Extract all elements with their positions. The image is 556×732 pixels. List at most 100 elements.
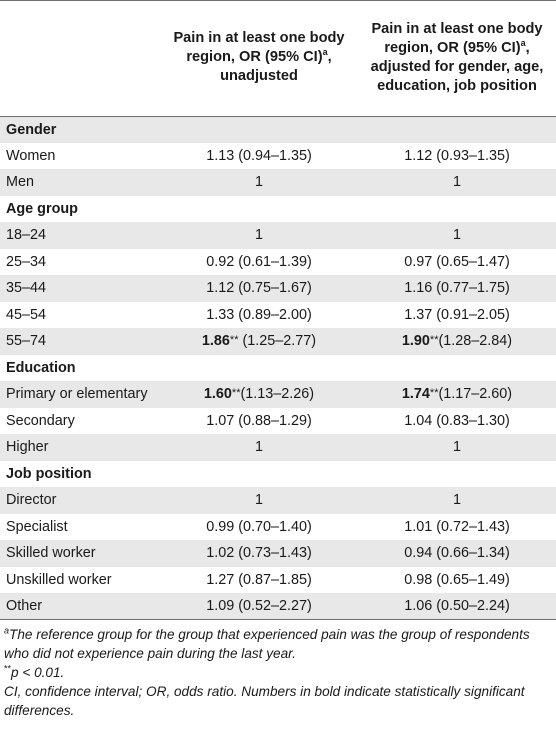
header-col-unadjusted-tail: , unadjusted xyxy=(220,49,332,85)
cell-adjusted: 0.94 (0.66–1.34) xyxy=(404,545,510,562)
cell-unadjusted: 1 xyxy=(254,227,263,244)
header-col-adjusted-text: Pain in at least one body region, OR (95… xyxy=(371,20,543,56)
cell-unadjusted: 1.33 (0.89–2.00) xyxy=(206,306,312,323)
section-row: Gender xyxy=(0,116,556,143)
cell-adjusted: 0.98 (0.65–1.49) xyxy=(404,571,510,588)
table-row: Primary or elementary 1.60**(1.13–2.26) 1.… xyxy=(0,381,556,408)
table-header: Pain in at least one body region, OR (95… xyxy=(0,0,556,116)
cell-adjusted: 1 xyxy=(452,227,461,244)
section-row: Job position xyxy=(0,461,556,488)
table-body: Gender Women 1.13 (0.94–1.35) 1.12 (0.93–1.… xyxy=(0,116,556,620)
significance-stars: ** xyxy=(429,387,439,400)
table-row: Higher 1 1 xyxy=(0,434,556,461)
cell-unadjusted xyxy=(160,461,358,488)
cell-adjusted: 1 xyxy=(452,439,461,456)
cell-unadjusted: 1 xyxy=(254,439,263,456)
row-label: Unskilled worker xyxy=(6,571,112,588)
footnote-abbrev: CI, confidence interval; OR, odds ratio.… xyxy=(4,684,525,718)
row-label: Women xyxy=(6,147,56,164)
header-col-adjusted-tail: , adjusted for gender, age, education, j… xyxy=(370,39,544,94)
row-label: Men xyxy=(6,174,34,191)
cell-unadjusted xyxy=(160,116,358,143)
row-label: Secondary xyxy=(6,412,75,429)
cell-unadjusted: 1.12 (0.75–1.67) xyxy=(206,280,312,297)
table-row: 45–54 1.33 (0.89–2.00) 1.37 (0.91–2.05) xyxy=(0,302,556,329)
header-col-unadjusted-sup: a xyxy=(322,47,328,58)
section-label: Gender xyxy=(6,121,57,138)
header-col-adjusted-sup: a xyxy=(520,37,526,48)
cell-unadjusted xyxy=(160,196,358,223)
section-row: Age group xyxy=(0,196,556,223)
footnote-p-marker: ** xyxy=(4,663,12,674)
row-label: 45–54 xyxy=(6,306,47,323)
cell-adjusted: 1.12 (0.93–1.35) xyxy=(404,147,510,164)
significant-or: 1.86 xyxy=(201,333,230,350)
cell-unadjusted: 1.27 (0.87–1.85) xyxy=(206,571,312,588)
footnote-p: **p < 0.01. xyxy=(4,663,552,682)
cell-adjusted: 1.90**(1.28–2.84) xyxy=(358,328,556,355)
header-col-unadjusted-text: Pain in at least one body region, OR (95… xyxy=(173,30,345,66)
cell-unadjusted: 1.09 (0.52–2.27) xyxy=(206,598,312,614)
table-row: Unskilled worker 1.27 (0.87–1.85) 0.98 (0.… xyxy=(0,567,556,594)
header-col-adjusted: Pain in at least one body region, OR (95… xyxy=(358,0,556,116)
table-row: Secondary 1.07 (0.88–1.29) 1.04 (0.83–1.30… xyxy=(0,408,556,435)
row-label: 55–74 xyxy=(6,333,47,350)
cell-unadjusted: 1 xyxy=(254,492,263,509)
significance-stars: ** xyxy=(429,334,439,347)
table-row: Specialist 0.99 (0.70–1.40) 1.01 (0.72–1.4… xyxy=(0,514,556,541)
significant-or: 1.90 xyxy=(401,333,430,350)
section-row: Education xyxy=(0,355,556,382)
table-row: Other 1.09 (0.52–2.27) 1.06 (0.50–2.24) xyxy=(0,593,556,620)
cell-adjusted xyxy=(358,196,556,223)
table-footnotes: aThe reference group for the group that … xyxy=(0,620,556,720)
table-row: 18–24 1 1 xyxy=(0,222,556,249)
row-label: Director xyxy=(6,492,57,509)
cell-adjusted: 1.06 (0.50–2.24) xyxy=(404,598,510,614)
footnote-p-text: p < 0.01. xyxy=(11,665,65,680)
significant-or: 1.74 xyxy=(401,386,430,403)
row-label: Primary or elementary xyxy=(6,386,148,403)
cell-unadjusted: 1.86** (1.25–2.77) xyxy=(160,328,358,355)
cell-adjusted xyxy=(358,355,556,382)
footnote-a: aThe reference group for the group that … xyxy=(4,625,552,663)
row-label: 25–34 xyxy=(6,253,47,270)
cell-adjusted xyxy=(358,116,556,143)
confidence-interval: (1.28–2.84) xyxy=(438,333,513,350)
odds-ratio-table: Pain in at least one body region, OR (95… xyxy=(0,0,556,620)
cell-unadjusted: 1.60**(1.13–2.26) xyxy=(160,381,358,408)
row-label: Specialist xyxy=(6,518,68,535)
cell-unadjusted xyxy=(160,355,358,382)
section-label: Education xyxy=(6,359,76,376)
cell-adjusted: 0.97 (0.65–1.47) xyxy=(404,253,510,270)
cell-adjusted: 1.74**(1.17–2.60) xyxy=(358,381,556,408)
table-row: Men 1 1 xyxy=(0,169,556,196)
significant-or: 1.60 xyxy=(203,386,232,403)
section-label: Job position xyxy=(6,465,92,482)
table-row: Director 1 1 xyxy=(0,487,556,514)
confidence-interval: (1.25–2.77) xyxy=(238,333,317,350)
cell-unadjusted: 1.02 (0.73–1.43) xyxy=(206,545,312,562)
cell-adjusted: 1.01 (0.72–1.43) xyxy=(404,518,510,535)
cell-adjusted: 1 xyxy=(452,174,461,191)
table-top-rule xyxy=(0,0,556,1)
table-row: 25–34 0.92 (0.61–1.39) 0.97 (0.65–1.47) xyxy=(0,249,556,276)
significance-stars: ** xyxy=(231,387,241,400)
cell-adjusted: 1.04 (0.83–1.30) xyxy=(404,412,510,429)
cell-adjusted: 1 xyxy=(452,492,461,509)
cell-unadjusted: 0.92 (0.61–1.39) xyxy=(206,253,312,270)
row-label: Skilled worker xyxy=(6,545,96,562)
row-label: Higher xyxy=(6,439,49,456)
table-row: Women 1.13 (0.94–1.35) 1.12 (0.93–1.35) xyxy=(0,143,556,170)
confidence-interval: (1.17–2.60) xyxy=(438,386,513,403)
header-col-unadjusted: Pain in at least one body region, OR (95… xyxy=(160,0,358,116)
cell-unadjusted: 1.07 (0.88–1.29) xyxy=(206,412,312,429)
cell-adjusted: 1.16 (0.77–1.75) xyxy=(404,280,510,297)
table-row: 35–44 1.12 (0.75–1.67) 1.16 (0.77–1.75) xyxy=(0,275,556,302)
cell-unadjusted: 1.13 (0.94–1.35) xyxy=(206,147,312,164)
significance-stars: ** xyxy=(229,334,239,347)
row-label: 18–24 xyxy=(6,227,47,244)
table-row: Skilled worker 1.02 (0.73–1.43) 0.94 (0.66… xyxy=(0,540,556,567)
cell-unadjusted: 0.99 (0.70–1.40) xyxy=(206,518,312,535)
footnote-a-marker: a xyxy=(4,625,10,636)
